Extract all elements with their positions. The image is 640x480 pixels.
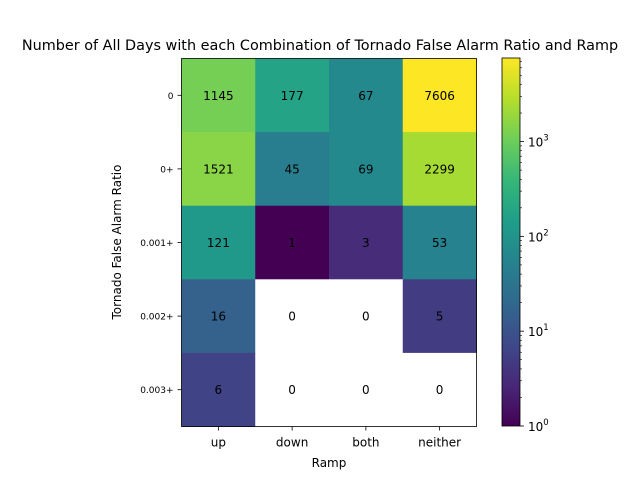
heatmap-cell	[329, 58, 404, 133]
cell-value-label: 67	[358, 89, 373, 103]
x-axis-ticks: up down both neither	[211, 426, 461, 450]
heatmap-cell	[181, 352, 256, 427]
y-tick-label: 0.001+	[140, 239, 173, 249]
x-axis-label: Ramp	[312, 456, 347, 470]
cell-value-label: 3	[362, 236, 370, 250]
heatmap-cell	[181, 58, 256, 133]
cell-value-label: 53	[432, 236, 447, 250]
heatmap-cell	[329, 205, 404, 280]
x-tick-label: both	[352, 436, 379, 450]
heatmap-cell	[255, 132, 330, 207]
colorbar	[501, 57, 521, 427]
cell-value-label: 2299	[424, 162, 455, 176]
colorbar-ticks: 100 101 102 103	[520, 61, 549, 434]
cell-value-label: 7606	[424, 89, 455, 103]
heatmap-cell	[402, 58, 477, 133]
heatmap-cell	[181, 132, 256, 207]
x-tick-label: down	[276, 436, 308, 450]
cell-value-label: 177	[281, 89, 304, 103]
heatmap-cell	[329, 352, 404, 427]
heatmap-cell	[329, 279, 404, 354]
heatmap-cell	[255, 352, 330, 427]
colorbar-tick-label: 100	[528, 418, 549, 434]
chart-title: Number of All Days with each Combination…	[22, 38, 618, 54]
heatmap-cell	[255, 58, 330, 133]
cell-value-label: 0	[436, 383, 444, 397]
colorbar-tick-label: 102	[528, 228, 549, 244]
colorbar-tick-label: 103	[528, 134, 549, 150]
cell-value-label: 69	[358, 162, 373, 176]
heatmap-cell	[255, 205, 330, 280]
y-tick-label: 0.002+	[140, 313, 173, 323]
cell-value-label: 1145	[203, 89, 234, 103]
y-tick-label: 0+	[160, 165, 173, 175]
y-tick-label: 0	[168, 92, 174, 102]
y-axis-ticks: 0 0+ 0.001+ 0.002+ 0.003+	[140, 92, 182, 396]
cell-value-label: 5	[436, 310, 444, 324]
cell-value-label: 1521	[203, 162, 234, 176]
y-tick-label: 0.003+	[140, 386, 173, 396]
heatmap-cell	[402, 352, 477, 427]
heatmap-cell	[181, 205, 256, 280]
heatmap-cell	[402, 132, 477, 207]
cell-value-label: 0	[288, 310, 296, 324]
heatmap-cells: 1145 177 67 7606 1521 45 69 2299 121 1 3 53 16 0 0 5 6 0 0…	[181, 58, 477, 427]
cell-value-label: 121	[207, 236, 230, 250]
y-axis-label: Tornado False Alarm Ratio	[110, 165, 124, 321]
x-tick-label: neither	[418, 436, 461, 450]
heatmap-cell	[255, 279, 330, 354]
cell-value-label: 45	[284, 162, 299, 176]
x-tick-label: up	[211, 436, 226, 450]
cell-value-label: 16	[211, 310, 226, 324]
cell-value-label: 0	[362, 383, 370, 397]
heatmap-cell	[402, 279, 477, 354]
cell-value-label: 0	[288, 383, 296, 397]
colorbar-tick-label: 101	[528, 323, 549, 339]
heatmap-cell	[181, 279, 256, 354]
cell-value-label: 0	[362, 310, 370, 324]
heatmap-cell	[329, 132, 404, 207]
heatmap-cell	[402, 205, 477, 280]
cell-value-label: 1	[288, 236, 296, 250]
cell-value-label: 6	[215, 383, 223, 397]
